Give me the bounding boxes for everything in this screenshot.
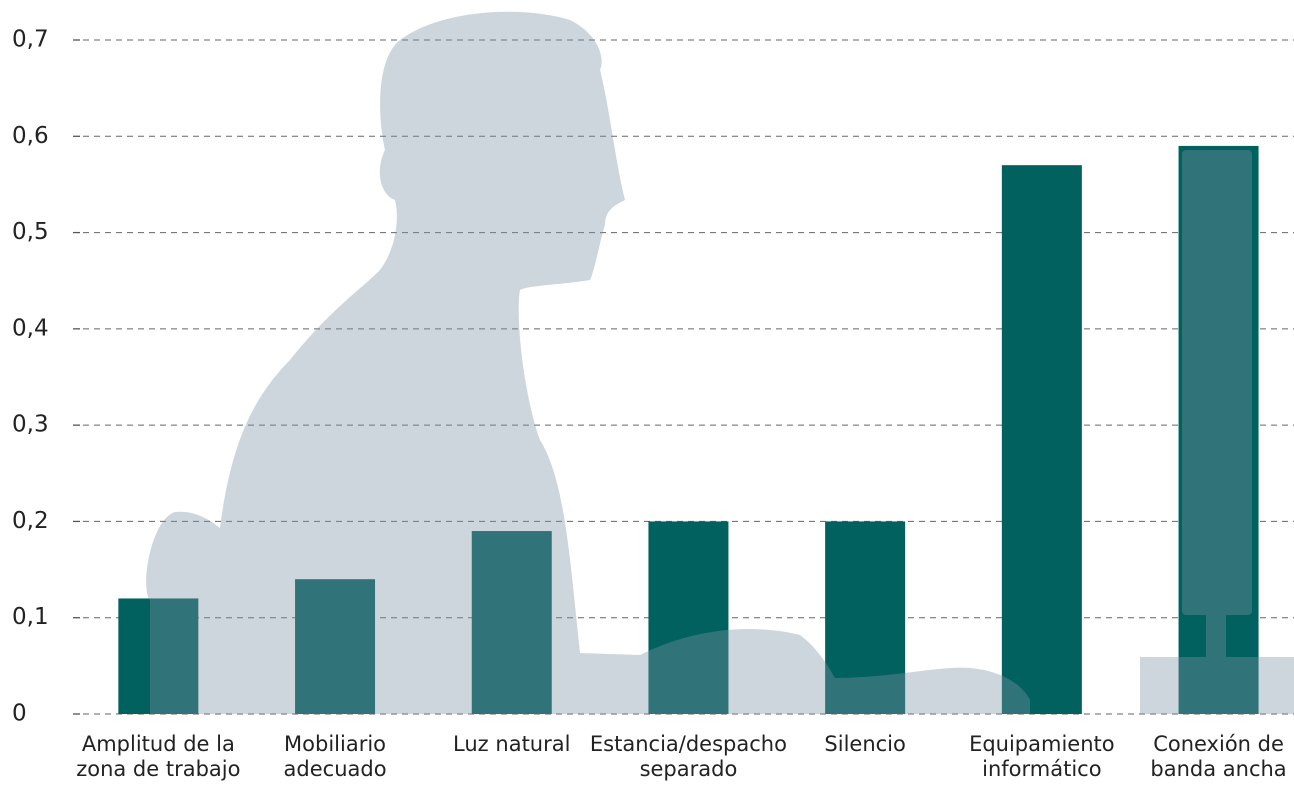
monitor-shape — [1182, 150, 1252, 615]
chart: 0 0,1 0,2 0,3 0,4 0,5 0,6 0,7 — [0, 0, 1294, 787]
y-tick-label: 0,6 — [12, 123, 49, 149]
y-tick-label: 0,3 — [12, 412, 49, 438]
y-tick-label: 0,2 — [12, 508, 49, 534]
y-tick-label: 0,4 — [12, 315, 49, 341]
y-tick-label: 0,7 — [12, 27, 49, 53]
chart-page: 00,10,20,30,40,50,60,7 Amplitud de la zo… — [0, 0, 1294, 787]
y-tick-label: 0,5 — [12, 219, 49, 245]
monitor-stand — [1206, 615, 1226, 657]
y-tick-label: 0,1 — [12, 604, 49, 630]
desk-shape — [1140, 657, 1294, 714]
x-tick-label: Conexión de banda ancha — [1109, 732, 1294, 782]
bar — [1002, 165, 1082, 714]
y-tick-label: 0 — [12, 701, 27, 727]
